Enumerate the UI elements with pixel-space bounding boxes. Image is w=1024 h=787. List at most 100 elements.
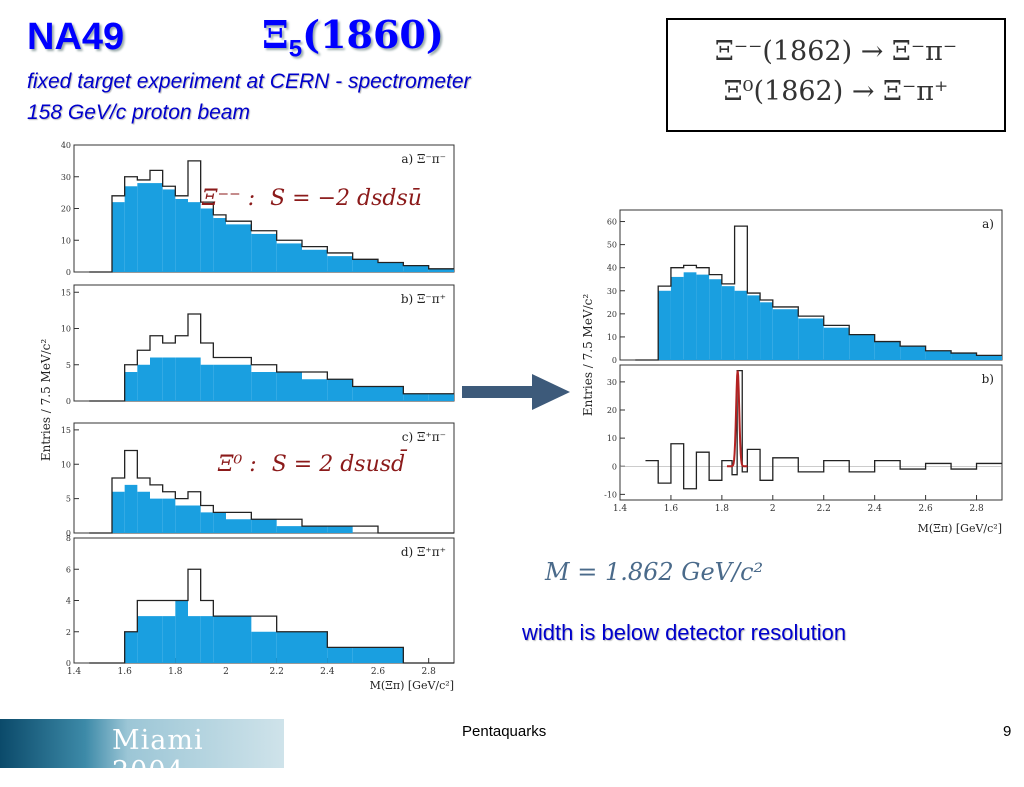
bar-filled-0-9 (200, 208, 214, 272)
ytick-label-2-2: 10 (61, 460, 71, 469)
xtick-label-5-0: 1.4 (613, 504, 628, 514)
outline-series-4 (635, 225, 1002, 361)
ytick-label-2-0: 0 (66, 529, 71, 538)
bar-filled-1-15 (327, 379, 353, 401)
panel-label-4: a) (982, 217, 994, 231)
decay-channel-1: Ξ⁻⁻(1862) → Ξ⁻π⁻ (714, 36, 958, 67)
bar-filled-2-9 (200, 512, 214, 533)
xaxis-label-3: M(Ξπ) [GeV/c²] (370, 679, 454, 692)
slide-title-particle: Ξ5(1860) (262, 12, 444, 64)
bar-filled-1-8 (188, 357, 201, 401)
bar-filled-4-10 (760, 302, 773, 360)
bar-filled-4-19 (976, 355, 1002, 360)
ytick-label-1-1: 5 (66, 361, 71, 370)
bar-filled-4-3 (670, 276, 684, 360)
bar-filled-4-14 (849, 334, 875, 360)
outline-series-1 (89, 313, 454, 402)
bar-filled-1-7 (175, 357, 188, 401)
bar-filled-3-12 (251, 631, 277, 663)
ytick-label-4-2: 20 (607, 310, 617, 319)
ytick-label-4-3: 30 (607, 287, 617, 296)
bar-filled-0-14 (302, 249, 328, 272)
outline-series-3 (89, 568, 454, 664)
bar-filled-1-12 (251, 372, 277, 401)
bar-filled-4-7 (721, 286, 735, 360)
bar-filled-2-11 (226, 519, 252, 533)
right-yaxis-label: Entries / 7.5 MeV/c² (581, 294, 595, 417)
ytick-label-4-1: 10 (607, 333, 617, 342)
ytick-label-5-0: -10 (604, 490, 617, 499)
xaxis-label-5: M(Ξπ) [GeV/c²] (918, 522, 1002, 535)
bar-filled-3-4 (137, 616, 150, 663)
bar-filled-1-9 (200, 364, 214, 401)
bar-filled-0-13 (276, 243, 302, 272)
bar-filled-4-17 (925, 350, 952, 360)
bar-filled-0-12 (251, 233, 277, 272)
bar-filled-3-8 (188, 616, 201, 663)
bar-filled-2-15 (327, 526, 353, 533)
bar-filled-2-4 (137, 491, 150, 533)
annotation-xi-mm-content: S = −2 dsdsū (270, 186, 422, 211)
bar-filled-1-13 (276, 372, 302, 401)
xtick-label-3-0: 1.4 (67, 667, 82, 677)
bar-filled-3-3 (124, 631, 138, 663)
bar-filled-2-13 (276, 526, 302, 533)
bar-filled-1-11 (226, 364, 252, 401)
xtick-label-3-1: 1.6 (118, 667, 133, 677)
bar-filled-4-12 (798, 318, 824, 360)
panel-frame-5 (619, 364, 1003, 501)
bar-filled-1-18 (403, 393, 429, 401)
bar-filled-3-6 (162, 616, 176, 663)
ytick-label-1-0: 0 (66, 397, 71, 406)
bar-filled-0-19 (428, 268, 454, 272)
ytick-label-0-1: 10 (61, 236, 71, 245)
ytick-label-3-0: 0 (66, 659, 71, 668)
xtick-label-3-6: 2.6 (371, 667, 386, 677)
bar-filled-4-9 (747, 295, 761, 360)
outline-series-0 (89, 160, 454, 273)
peak-fit-curve (726, 370, 748, 468)
panel-label-3: d) Ξ̄⁺π⁺ (401, 545, 446, 559)
bar-filled-0-18 (403, 265, 429, 272)
subtracted-series-5 (645, 369, 1002, 490)
bar-filled-4-11 (772, 309, 799, 360)
bar-filled-1-10 (213, 364, 226, 401)
bar-filled-4-15 (874, 341, 901, 360)
xtick-label-5-6: 2.6 (918, 504, 933, 514)
xtick-label-5-2: 1.8 (715, 504, 730, 514)
bar-filled-4-13 (823, 327, 850, 360)
bar-filled-0-17 (378, 262, 404, 272)
ytick-label-0-0: 0 (66, 268, 71, 277)
ytick-label-3-1: 2 (66, 628, 71, 637)
ytick-label-2-3: 15 (61, 426, 71, 435)
xtick-label-3-3: 2 (223, 667, 229, 677)
ytick-label-0-4: 40 (61, 141, 71, 150)
annotation-xi-minus-minus: Ξ⁻⁻ : S = −2 dsdsū (202, 186, 422, 211)
ytick-label-4-6: 60 (607, 218, 617, 227)
xtick-label-3-5: 2.4 (320, 667, 335, 677)
bar-filled-4-6 (709, 279, 722, 360)
bar-filled-2-14 (302, 526, 328, 533)
bar-filled-0-6 (162, 189, 176, 272)
bar-filled-4-8 (734, 290, 748, 360)
mass-formula: M = 1.862 GeV/c² (545, 558, 764, 586)
bar-filled-0-5 (150, 183, 163, 272)
ytick-label-4-4: 40 (607, 264, 617, 273)
bar-filled-0-16 (352, 259, 378, 272)
bar-filled-2-7 (175, 505, 188, 533)
width-note: width is below detector resolution (522, 620, 847, 645)
xtick-label-3-2: 1.8 (168, 667, 183, 677)
bar-filled-2-10 (213, 512, 226, 533)
bar-filled-1-3 (124, 372, 138, 401)
page-number: 9 (1003, 723, 1012, 740)
subtitle-experiment: fixed target experiment at CERN - spectr… (27, 70, 471, 93)
bar-filled-1-14 (302, 379, 328, 401)
bar-filled-3-5 (150, 616, 163, 663)
xtick-label-5-7: 2.8 (969, 504, 984, 514)
particle-subscript: 5 (288, 35, 303, 63)
annotation-xi-zero: Ξ⁰ : S = 2 dsusd̄ (218, 452, 405, 477)
decay-channel-2: Ξ⁰(1862) → Ξ⁻π⁺ (723, 76, 949, 107)
bar-filled-1-5 (150, 357, 163, 401)
xtick-label-5-5: 2.4 (868, 504, 883, 514)
